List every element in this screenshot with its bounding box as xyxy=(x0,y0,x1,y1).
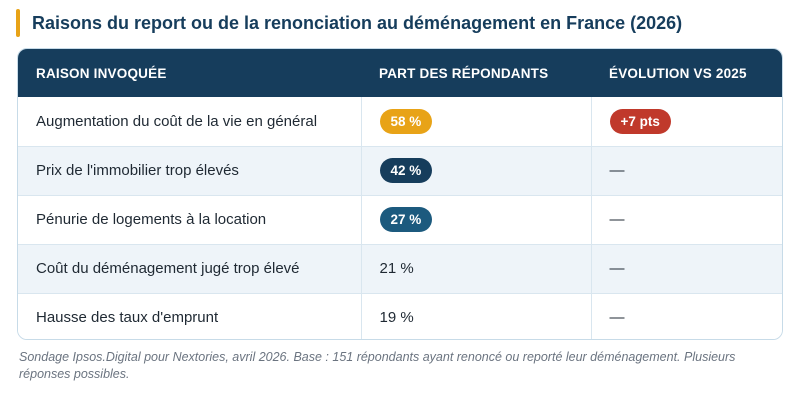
cell-share: 42 % xyxy=(360,145,591,195)
cell-reason: Coût du déménagement jugé trop élevé xyxy=(18,243,361,293)
share-badge: 27 % xyxy=(379,207,433,232)
change-value: — xyxy=(609,309,625,327)
change-value: — xyxy=(609,162,625,179)
cell-change: — xyxy=(590,292,782,339)
header-change: ÉVOLUTION VS 2025 xyxy=(609,65,747,81)
cell-reason: Augmentation du coût de la vie en généra… xyxy=(36,112,318,130)
cell-reason: Hausse des taux d'emprunt xyxy=(18,292,361,339)
cell-change: — xyxy=(590,194,782,244)
table-row: Augmentation du coût de la vie en généra… xyxy=(18,97,782,146)
table-header-row: RAISON INVOQUÉE PART DES RÉPONDANTS ÉVOL… xyxy=(18,49,782,97)
reasons-table: RAISON INVOQUÉE PART DES RÉPONDANTS ÉVOL… xyxy=(18,49,782,339)
table-row: Coût du déménagement jugé trop élevé 21 %… xyxy=(18,243,782,293)
table-row: Hausse des taux d'emprunt 19 % — xyxy=(18,292,782,339)
change-value: — xyxy=(609,211,625,228)
change-badge: +7 pts xyxy=(609,108,671,134)
title-block: Raisons du report ou de la renonciation … xyxy=(16,9,682,37)
header-reason: RAISON INVOQUÉE xyxy=(36,65,167,81)
cell-share: 58 % xyxy=(360,97,591,146)
cell-reason: Prix de l'immobilier trop élevés xyxy=(18,145,361,195)
change-value: — xyxy=(609,260,625,277)
table-body: Augmentation du coût de la vie en généra… xyxy=(18,97,782,339)
share-value: 19 % xyxy=(379,309,414,327)
table-row: Pénurie de logements à la location 27 % — xyxy=(18,194,782,244)
cell-change: +7 pts xyxy=(590,97,782,146)
cell-change: — xyxy=(590,145,782,195)
cell-share: 27 % xyxy=(360,194,591,244)
cell-reason: Pénurie de logements à la location xyxy=(18,194,361,244)
cell-change: — xyxy=(590,243,782,293)
share-badge: 42 % xyxy=(379,158,433,183)
header-share: PART DES RÉPONDANTS xyxy=(379,65,549,81)
reasons-table-card: RAISON INVOQUÉE PART DES RÉPONDANTS ÉVOL… xyxy=(17,48,783,340)
share-badge: 58 % xyxy=(379,108,433,134)
cell-share: 19 % xyxy=(360,292,591,339)
page-title: Raisons du report ou de la renonciation … xyxy=(32,12,683,33)
table-row: Prix de l'immobilier trop élevés 42 % — xyxy=(18,145,782,195)
title-accent-bar xyxy=(16,9,20,37)
share-value: 21 % xyxy=(379,260,414,277)
cell-share: 21 % xyxy=(360,243,591,293)
footnote: Sondage Ipsos.Digital pour Nextories, av… xyxy=(19,350,736,381)
